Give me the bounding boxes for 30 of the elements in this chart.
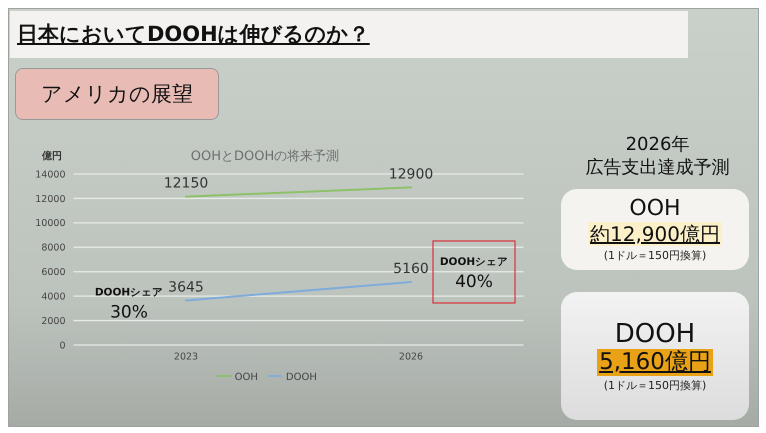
legend-label: DOOH: [286, 372, 317, 383]
annotation: DOOHシェア 30%: [94, 286, 164, 322]
y-tick-label: 0: [59, 340, 66, 352]
text: (1ドル＝150円換算): [604, 248, 706, 264]
x-tick-label: 2026: [398, 352, 424, 363]
text: DOOH: [614, 318, 696, 348]
text: 広告支出達成予測: [584, 156, 730, 179]
data-label: 5160: [393, 260, 429, 277]
y-tick-label: 14000: [35, 169, 66, 180]
annotation: DOOHシェア 40%: [440, 256, 508, 292]
text: OOH: [629, 196, 681, 222]
text: 5,160億円: [597, 348, 713, 376]
legend-label: OOH: [234, 372, 258, 383]
text: 2026年: [624, 133, 690, 156]
y-tick-label: 6000: [41, 267, 66, 278]
text: (1ドル＝150円換算): [604, 378, 706, 394]
x-tick-label: 2023: [174, 352, 198, 363]
data-label: 12150: [164, 176, 208, 192]
y-tick-label: 4000: [41, 292, 66, 303]
y-tick-label: 12000: [35, 194, 66, 205]
y-tick-label: 10000: [35, 218, 66, 230]
data-label: 12900: [388, 166, 434, 182]
y-axis-title: 億円: [40, 150, 63, 163]
text: アメリカの展望: [41, 81, 193, 108]
chart-title: OOHとDOOHの将来予測: [190, 148, 340, 165]
y-tick-label: 8000: [41, 242, 66, 254]
text: 約12,900億円: [588, 222, 722, 246]
text: 日本においてDOOHは伸びるのか？: [17, 21, 370, 48]
data-label: 3645: [168, 279, 204, 296]
y-tick-label: 2000: [41, 316, 66, 327]
